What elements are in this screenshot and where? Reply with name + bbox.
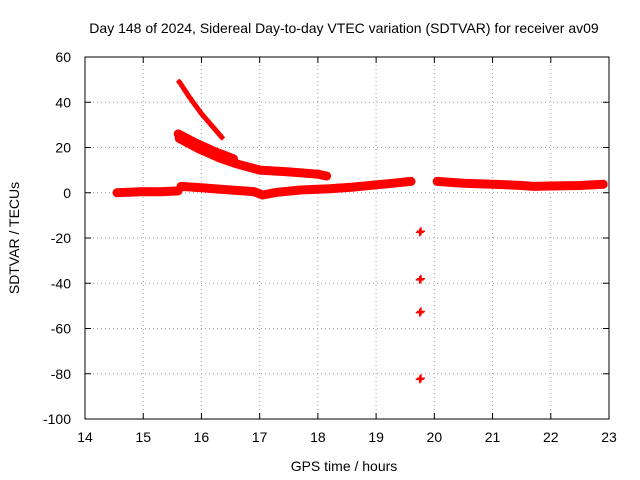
data-point-marker — [314, 171, 321, 178]
data-point-marker — [415, 275, 424, 284]
data-point-marker — [176, 135, 183, 142]
data-series-path — [176, 79, 225, 140]
data-point-marker — [140, 188, 147, 195]
data-point-marker — [390, 180, 397, 187]
data-point-marker — [460, 180, 467, 187]
data-point-marker — [215, 154, 222, 161]
data-point-marker — [195, 145, 202, 152]
data-point-marker — [157, 188, 164, 195]
data-point-marker — [416, 374, 425, 383]
x-tick-label: 19 — [368, 429, 384, 445]
series-outliers — [415, 227, 425, 384]
data-point-marker — [186, 94, 193, 101]
data-point-marker — [128, 189, 135, 196]
x-tick-label: 22 — [543, 429, 559, 445]
data-point-marker — [198, 110, 205, 117]
tick-labels: 14 15 16 17 18 19 20 21 22 23 -100 -80 -60 -40 -20 0 20 4… — [43, 49, 617, 445]
data-point-marker — [434, 178, 441, 185]
series-arc-rising-2 — [174, 133, 332, 181]
data-point-marker — [416, 274, 425, 283]
data-point-marker — [576, 182, 583, 189]
y-tick-label: -20 — [51, 230, 71, 246]
data-point-marker — [415, 375, 424, 384]
grid — [85, 57, 609, 419]
x-tick-label: 18 — [310, 429, 326, 445]
data-point-marker — [256, 167, 263, 174]
y-tick-label: -60 — [51, 321, 71, 337]
series-arc-2-main — [176, 176, 416, 200]
data-point-marker — [233, 160, 240, 167]
x-tick-label: 16 — [194, 429, 210, 445]
x-tick-label: 21 — [485, 429, 501, 445]
y-tick-label: 40 — [55, 94, 71, 110]
data-point-marker — [373, 181, 380, 188]
y-tick-label: 60 — [55, 49, 71, 65]
data-point-marker — [518, 182, 525, 189]
data-point-marker — [297, 187, 304, 194]
data-point-marker — [259, 192, 266, 199]
data-series-path — [432, 176, 608, 191]
y-tick-label: 20 — [55, 140, 71, 156]
data-point-marker — [176, 78, 183, 85]
x-tick-label: 14 — [77, 429, 93, 445]
data-point-marker — [210, 124, 217, 131]
x-tick-label: 20 — [427, 429, 443, 445]
axis-ticks — [84, 56, 610, 420]
data-point-marker — [227, 187, 234, 194]
data-point-marker — [274, 189, 281, 196]
data-point-marker — [285, 168, 292, 175]
y-axis-label: SDTVAR / TECUs — [6, 182, 22, 294]
data-point-marker — [489, 181, 496, 188]
data-point-marker — [323, 173, 330, 180]
plot-frame — [84, 56, 610, 420]
data-series-path — [112, 186, 183, 198]
data-point-marker — [600, 181, 607, 188]
series-arc-steep — [176, 78, 225, 141]
y-tick-label: 0 — [63, 185, 71, 201]
data-point-marker — [114, 189, 121, 196]
data-point-marker — [530, 183, 537, 190]
data-point-marker — [349, 184, 356, 191]
data-point-marker — [416, 227, 425, 236]
series-arc-1-main — [112, 186, 183, 198]
data-point-marker — [218, 134, 225, 141]
x-axis-label: GPS time / hours — [291, 458, 398, 474]
data-point-marker — [415, 228, 424, 237]
data-point-marker — [198, 184, 205, 191]
data-point-marker — [415, 308, 424, 317]
series-arc-3-main — [432, 176, 608, 191]
data-point-marker — [326, 185, 333, 192]
y-tick-label: -40 — [51, 275, 71, 291]
chart-title: Day 148 of 2024, Sidereal Day-to-day VTE… — [89, 20, 599, 36]
x-tick-label: 17 — [252, 429, 268, 445]
x-tick-label: 15 — [135, 429, 151, 445]
x-tick-label: 23 — [601, 429, 617, 445]
data-point-marker — [178, 183, 185, 190]
data-point-marker — [547, 182, 554, 189]
data-point-marker — [408, 178, 415, 185]
y-tick-label: -100 — [43, 411, 71, 427]
data-point-marker — [250, 188, 257, 195]
data-series-path — [174, 133, 332, 181]
data-point-marker — [416, 307, 425, 316]
y-tick-label: -80 — [51, 366, 71, 382]
data-series — [112, 78, 608, 384]
